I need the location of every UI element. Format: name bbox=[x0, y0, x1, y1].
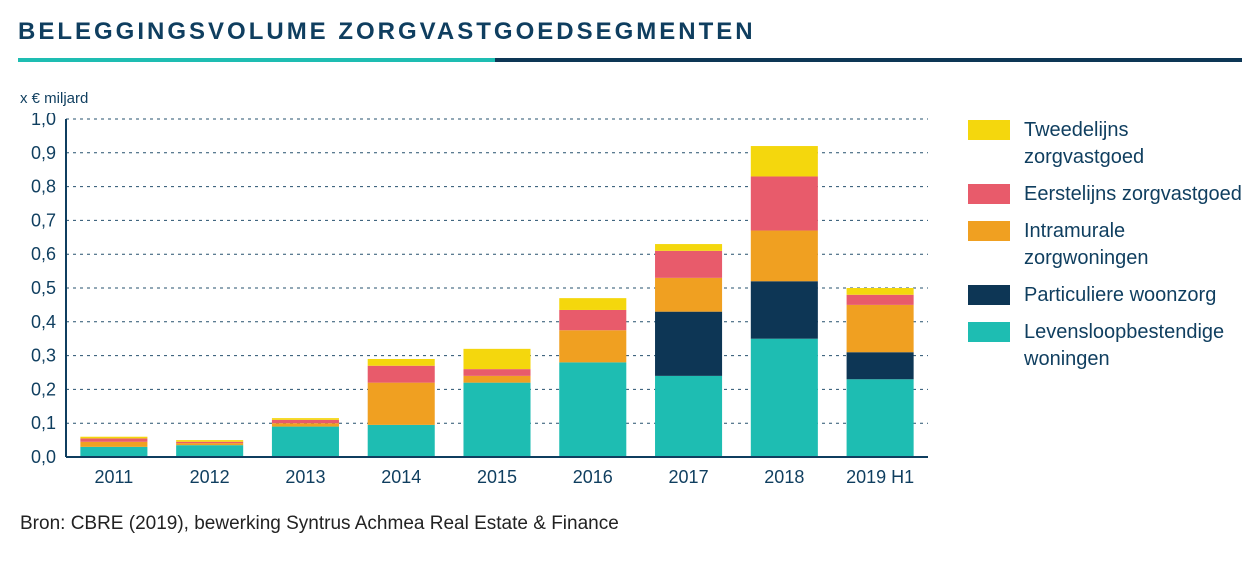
bar-segment bbox=[463, 349, 530, 369]
bar-segment bbox=[559, 330, 626, 362]
y-tick-label: 0,4 bbox=[31, 312, 56, 332]
legend-label: Tweedelijns zorgvastgoed bbox=[1024, 117, 1242, 171]
chart-svg: 0,0 0,1 0,2 0,3 0,4 0,5 0,6 0,7 0,8 0,9 1,0 2011 201… bbox=[18, 113, 938, 493]
legend-item: Particuliere woonzorg bbox=[968, 282, 1242, 309]
y-tick-label: 0,9 bbox=[31, 143, 56, 163]
title-rule bbox=[18, 58, 1242, 62]
y-tick-label: 0,6 bbox=[31, 244, 56, 264]
rule-teal bbox=[18, 58, 495, 62]
source-text: Bron: CBRE (2019), bewerking Syntrus Ach… bbox=[20, 513, 1242, 535]
y-unit-label: x € miljard bbox=[20, 90, 1242, 107]
legend-label: Particuliere woonzorg bbox=[1024, 282, 1216, 309]
y-tick-label: 0,0 bbox=[31, 447, 56, 467]
legend-swatch bbox=[968, 285, 1010, 305]
legend-item: Levensloopbestendige woningen bbox=[968, 319, 1242, 373]
bar-segment bbox=[272, 423, 339, 426]
bar-segment bbox=[368, 425, 435, 457]
x-tick-label: 2011 bbox=[95, 467, 134, 487]
x-tick-label: 2018 bbox=[764, 467, 804, 487]
bar-segment bbox=[847, 288, 914, 295]
legend-label: Eerstelijns zorgvastgoed bbox=[1024, 181, 1242, 208]
bar-segment bbox=[751, 339, 818, 457]
bar-segment bbox=[655, 376, 722, 457]
bar-segment bbox=[176, 445, 243, 457]
x-tick-label: 2019 H1 bbox=[846, 467, 914, 487]
bar-segment bbox=[751, 231, 818, 282]
bar-segment bbox=[463, 383, 530, 457]
y-tick-label: 0,7 bbox=[31, 210, 56, 230]
bar-segment bbox=[272, 420, 339, 423]
legend: Tweedelijns zorgvastgoed Eerstelijns zorg… bbox=[938, 113, 1242, 493]
y-tick-label: 0,1 bbox=[31, 413, 56, 433]
x-tick-label: 2015 bbox=[477, 467, 517, 487]
bar-segment bbox=[80, 437, 147, 439]
x-tick-label: 2012 bbox=[190, 467, 230, 487]
bar-segment bbox=[751, 146, 818, 176]
bar-segment bbox=[463, 376, 530, 383]
bar-segment bbox=[368, 359, 435, 366]
bar-segment bbox=[368, 366, 435, 383]
y-tick-label: 0,2 bbox=[31, 379, 56, 399]
bar-segment bbox=[751, 281, 818, 338]
chart-title: BELEGGINGSVOLUME ZORGVASTGOEDSEGMENTEN bbox=[18, 18, 1242, 46]
bar-segment bbox=[80, 438, 147, 441]
bar-segment bbox=[847, 305, 914, 352]
bar-segment bbox=[272, 427, 339, 457]
legend-swatch bbox=[968, 120, 1010, 140]
bar-segment bbox=[368, 383, 435, 425]
bar-segment bbox=[655, 251, 722, 278]
bar-segment bbox=[559, 310, 626, 330]
bar-segment bbox=[80, 447, 147, 457]
bar-segment bbox=[80, 442, 147, 447]
bar-segment bbox=[655, 244, 722, 251]
bar-segment bbox=[847, 295, 914, 305]
y-tick-label: 0,3 bbox=[31, 346, 56, 366]
legend-item: Eerstelijns zorgvastgoed bbox=[968, 181, 1242, 208]
bar-segment bbox=[751, 176, 818, 230]
bar-segment bbox=[176, 443, 243, 445]
x-tick-label: 2013 bbox=[285, 467, 325, 487]
bar-segment bbox=[463, 369, 530, 376]
x-tick-label: 2017 bbox=[669, 467, 709, 487]
bar-segment bbox=[655, 278, 722, 312]
chart-area: 0,0 0,1 0,2 0,3 0,4 0,5 0,6 0,7 0,8 0,9 1,0 2011 201… bbox=[18, 113, 938, 493]
legend-swatch bbox=[968, 322, 1010, 342]
legend-item: Tweedelijns zorgvastgoed bbox=[968, 117, 1242, 171]
bar-segment bbox=[176, 440, 243, 442]
x-tick-label: 2014 bbox=[381, 467, 421, 487]
bar-segment bbox=[847, 379, 914, 457]
bar-segment bbox=[559, 298, 626, 310]
rule-navy bbox=[495, 58, 1242, 62]
y-tick-label: 0,8 bbox=[31, 177, 56, 197]
bar-segment bbox=[176, 442, 243, 443]
legend-label: Levensloopbestendige woningen bbox=[1024, 319, 1242, 373]
bar-segment bbox=[272, 418, 339, 420]
legend-item: Intramurale zorgwoningen bbox=[968, 218, 1242, 272]
y-tick-label: 1,0 bbox=[31, 113, 56, 129]
legend-label: Intramurale zorgwoningen bbox=[1024, 218, 1242, 272]
bar-segment bbox=[559, 362, 626, 457]
legend-swatch bbox=[968, 184, 1010, 204]
bar-segment bbox=[847, 352, 914, 379]
y-tick-label: 0,5 bbox=[31, 278, 56, 298]
bar-segment bbox=[655, 312, 722, 376]
x-tick-label: 2016 bbox=[573, 467, 613, 487]
legend-swatch bbox=[968, 221, 1010, 241]
